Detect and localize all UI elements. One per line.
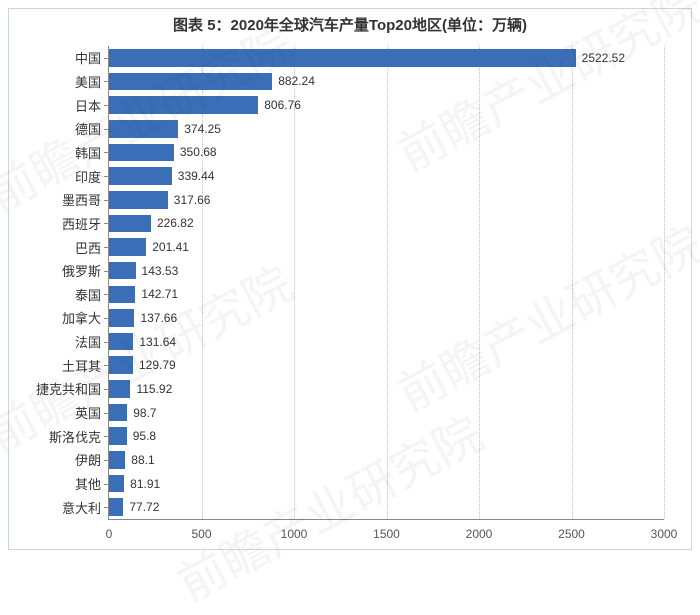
value-label: 77.72 (123, 495, 159, 519)
bar-row: 德国374.25 (109, 117, 664, 141)
value-label: 350.68 (174, 141, 217, 165)
bar-row: 泰国142.71 (109, 283, 664, 307)
value-label: 374.25 (178, 117, 221, 141)
y-axis-label: 日本 (11, 93, 101, 117)
bar (109, 167, 172, 185)
value-label: 882.24 (272, 70, 315, 94)
bar-row: 斯洛伐克95.8 (109, 424, 664, 448)
y-axis-label: 巴西 (11, 235, 101, 259)
y-axis-label: 英国 (11, 401, 101, 425)
bar-row: 英国98.7 (109, 401, 664, 425)
bar (109, 380, 130, 398)
bar (109, 215, 151, 233)
x-tick-label: 3000 (644, 527, 684, 541)
y-axis-label: 中国 (11, 46, 101, 70)
y-axis-label: 泰国 (11, 283, 101, 307)
y-axis-label: 印度 (11, 164, 101, 188)
value-label: 806.76 (258, 93, 301, 117)
bar-row: 日本806.76 (109, 93, 664, 117)
value-label: 129.79 (133, 353, 176, 377)
bar-row: 法国131.64 (109, 330, 664, 354)
bar-row: 土耳其129.79 (109, 353, 664, 377)
bar-row: 西班牙226.82 (109, 212, 664, 236)
bar (109, 498, 123, 516)
value-label: 131.64 (133, 330, 176, 354)
y-axis-label: 西班牙 (11, 212, 101, 236)
y-axis-label: 法国 (11, 330, 101, 354)
bar-row: 韩国350.68 (109, 141, 664, 165)
x-tick-label: 500 (182, 527, 222, 541)
x-tick-label: 1000 (274, 527, 314, 541)
y-axis-label: 斯洛伐克 (11, 424, 101, 448)
bar (109, 96, 258, 114)
bar (109, 309, 134, 327)
bar (109, 73, 272, 91)
y-axis-label: 伊朗 (11, 448, 101, 472)
y-axis-label: 捷克共和国 (11, 377, 101, 401)
x-tick-label: 1500 (367, 527, 407, 541)
y-axis-label: 意大利 (11, 495, 101, 519)
x-tick-label: 0 (89, 527, 129, 541)
y-axis-label: 美国 (11, 70, 101, 94)
x-tick-label: 2000 (459, 527, 499, 541)
y-axis-label: 俄罗斯 (11, 259, 101, 283)
value-label: 95.8 (127, 424, 156, 448)
value-label: 201.41 (146, 235, 189, 259)
bar (109, 475, 124, 493)
bar-row: 捷克共和国115.92 (109, 377, 664, 401)
bar (109, 286, 135, 304)
bar-row: 俄罗斯143.53 (109, 259, 664, 283)
value-label: 115.92 (130, 377, 172, 401)
x-tick-label: 2500 (552, 527, 592, 541)
value-label: 143.53 (136, 259, 179, 283)
bar-row: 巴西201.41 (109, 235, 664, 259)
y-axis-label: 韩国 (11, 141, 101, 165)
bar-row: 伊朗88.1 (109, 448, 664, 472)
bar (109, 451, 125, 469)
value-label: 317.66 (168, 188, 211, 212)
value-label: 98.7 (127, 401, 156, 425)
value-label: 339.44 (172, 164, 215, 188)
bar (109, 356, 133, 374)
bar (109, 333, 133, 351)
y-axis-label: 墨西哥 (11, 188, 101, 212)
bar-row: 其他81.91 (109, 472, 664, 496)
bar (109, 238, 146, 256)
bar-row: 中国2522.52 (109, 46, 664, 70)
value-label: 137.66 (134, 306, 177, 330)
bar (109, 262, 136, 280)
bar (109, 120, 178, 138)
bar (109, 144, 174, 162)
chart-title: 图表 5：2020年全球汽车产量Top20地区(单位：万辆) (0, 14, 700, 35)
value-label: 88.1 (125, 448, 154, 472)
bar-row: 墨西哥317.66 (109, 188, 664, 212)
value-label: 81.91 (124, 472, 160, 496)
bar-row: 美国882.24 (109, 70, 664, 94)
y-axis-label: 德国 (11, 117, 101, 141)
value-label: 226.82 (151, 212, 194, 236)
bar-row: 加拿大137.66 (109, 306, 664, 330)
bar-row: 印度339.44 (109, 164, 664, 188)
bar (109, 191, 168, 209)
y-axis-label: 土耳其 (11, 353, 101, 377)
y-axis-label: 其他 (11, 472, 101, 496)
bar (109, 404, 127, 422)
value-label: 142.71 (135, 283, 178, 307)
bar (109, 49, 576, 67)
value-label: 2522.52 (576, 46, 625, 70)
bar-row: 意大利77.72 (109, 495, 664, 519)
plot-area: 050010001500200025003000中国2522.52美国882.2… (108, 46, 664, 520)
bar (109, 427, 127, 445)
gridline (664, 46, 665, 519)
y-axis-label: 加拿大 (11, 306, 101, 330)
